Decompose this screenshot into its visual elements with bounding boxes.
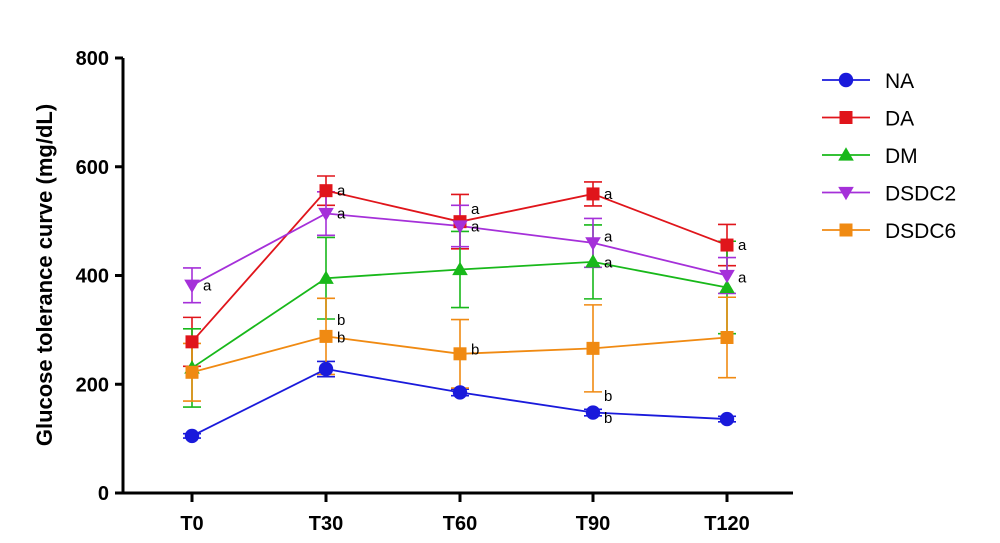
legend: NA DA DM DSDC2 DSDC6 — [822, 70, 956, 243]
data-point-dsdc2 — [318, 207, 334, 222]
data-point-dsdc6 — [453, 347, 467, 361]
data-point-dm — [452, 261, 468, 276]
data-point-dsdc6 — [319, 329, 333, 343]
legend-marker-na — [838, 72, 854, 88]
data-point-da — [586, 187, 600, 201]
axes — [121, 58, 793, 495]
data-point-dm — [318, 270, 334, 284]
y-axis-label: Glucose tolerance curve (mg/dL) — [32, 104, 57, 446]
data-point-na — [452, 385, 468, 400]
annotation-b: b — [604, 410, 612, 427]
legend-label-da: DA — [885, 108, 914, 131]
x-tick-label: T30 — [309, 513, 343, 535]
annotation-a: a — [738, 270, 747, 287]
data-point-da — [720, 238, 734, 252]
y-tick-label: 200 — [76, 374, 109, 396]
legend-label-dsdc6: DSDC6 — [885, 220, 956, 243]
annotation-a: a — [471, 201, 480, 218]
data-point-dm — [585, 254, 601, 268]
data-point-dsdc2 — [585, 237, 601, 251]
legend-marker-dm — [838, 147, 854, 161]
y-tick-label: 0 — [98, 483, 109, 505]
data-point-dsdc2 — [719, 269, 735, 284]
data-point-dm — [719, 279, 735, 294]
annotation-a: a — [604, 228, 613, 245]
data-point-dsdc6 — [586, 341, 600, 355]
annotation-a: a — [604, 186, 613, 203]
legend-marker-dsdc6 — [839, 223, 853, 237]
data-point-na — [184, 428, 200, 444]
series-markers — [184, 184, 735, 444]
data-point-dsdc2 — [452, 220, 468, 234]
x-tick-label: T90 — [576, 513, 610, 535]
data-point-na — [318, 361, 334, 377]
x-axis-ticks: T0 T30 T60 T90 T120 — [180, 493, 750, 535]
annotation-b: b — [337, 329, 345, 346]
legend-marker-dsdc2 — [838, 186, 854, 201]
legend-label-na: NA — [885, 70, 914, 93]
y-tick-label: 600 — [76, 157, 109, 179]
data-point-dsdc6 — [720, 330, 734, 344]
y-tick-label: 400 — [76, 266, 109, 288]
x-tick-label: T120 — [704, 513, 750, 535]
legend-label-dm: DM — [885, 145, 918, 168]
data-point-da — [185, 335, 199, 349]
y-tick-label: 800 — [76, 48, 109, 70]
annotation-b: b — [604, 388, 612, 405]
annotation-a: a — [203, 277, 212, 294]
annotation-a: a — [471, 219, 480, 236]
data-point-dsdc6 — [185, 365, 199, 379]
data-point-na — [719, 411, 735, 427]
annotation-a: a — [337, 183, 346, 200]
x-tick-label: T0 — [180, 513, 203, 535]
annotation-a: a — [604, 254, 613, 271]
annotation-a: a — [337, 206, 346, 223]
annotation-b: b — [337, 312, 345, 329]
data-point-da — [319, 184, 333, 198]
annotation-a: a — [738, 237, 747, 254]
legend-marker-da — [839, 111, 853, 124]
annotation-b: b — [471, 341, 479, 358]
data-point-dsdc2 — [184, 279, 200, 294]
data-point-na — [585, 405, 601, 420]
y-axis-ticks: 0 200 400 600 800 — [76, 48, 123, 505]
legend-label-dsdc2: DSDC2 — [885, 183, 956, 206]
x-tick-label: T60 — [443, 513, 477, 535]
